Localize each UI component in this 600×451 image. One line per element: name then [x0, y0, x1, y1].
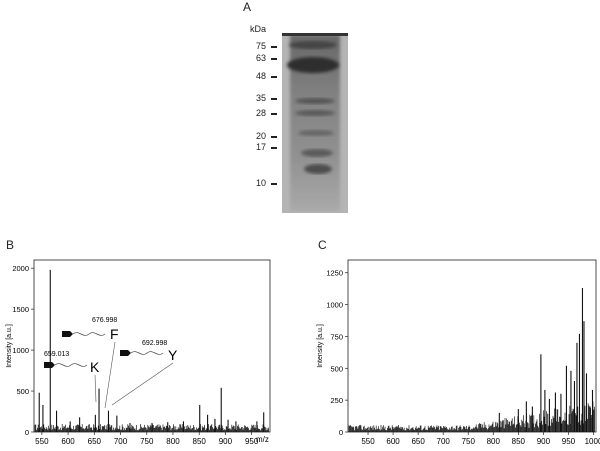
x-axis-label: m/z: [256, 435, 269, 444]
annotation-leader-line: [111, 362, 174, 406]
y-tick-label: 0: [25, 428, 29, 437]
gel-marker-tick: [271, 97, 277, 100]
gel-marker-tick: [271, 76, 277, 79]
residue-annotation: K: [90, 359, 100, 375]
panel-c-label: C: [318, 238, 327, 252]
plot-area-frame: [347, 259, 597, 433]
x-tick-label: 600: [386, 437, 400, 446]
y-tick-label: 1000: [326, 301, 343, 310]
mass-spectrum-c: Intensity [a.u.] 550 600 650 700 750 800 850 90…: [317, 259, 600, 446]
panel-b-label: B: [6, 238, 15, 252]
gel-marker-tick: [271, 183, 277, 185]
gel-marker-tick: [271, 135, 277, 138]
x-tick-label: 750: [140, 437, 154, 446]
y-tick-label: 750: [330, 332, 343, 341]
peak-mz-annotation: 676.998: [92, 317, 117, 324]
x-tick-label: 750: [462, 437, 476, 446]
peak-mz-annotation: 659.013: [44, 351, 69, 358]
y-tick-label: 1000: [12, 346, 29, 355]
gel-marker-label: 20: [255, 130, 266, 141]
gel-marker-tick: [271, 57, 277, 60]
modification-tail-icon: [130, 351, 164, 355]
x-tick-label: 950: [562, 437, 576, 446]
y-tick-label: 2000: [12, 264, 29, 273]
y-axis-label: Intensity [a.u.]: [317, 324, 324, 368]
x-tick-label: 600: [61, 437, 75, 446]
x-tick-label: 800: [166, 437, 180, 446]
y-tick-label: 500: [16, 387, 29, 396]
x-tick-label: 650: [88, 437, 102, 446]
gel-unit-label: kDa: [249, 24, 266, 34]
x-tick-label: 1000: [585, 437, 600, 446]
peak-mz-annotation: 692.998: [142, 340, 167, 347]
y-tick-label: 250: [330, 396, 343, 405]
x-tick-label: 550: [35, 437, 49, 446]
gel-marker-label: 48: [255, 71, 266, 82]
y-tick-label: 0: [339, 428, 343, 437]
residue-annotation: F: [110, 326, 119, 342]
x-tick-label: 900: [219, 437, 233, 446]
x-tick-label: 850: [512, 437, 526, 446]
modification-marker-icon: [62, 331, 73, 337]
y-tick-label: 1500: [12, 305, 29, 314]
gel-marker-tick: [271, 46, 277, 48]
gel-marker-label: 28: [255, 107, 266, 118]
spectrum-noise-trace: [348, 401, 595, 432]
y-axis-label: Intensity [a.u.]: [6, 324, 13, 368]
modification-tail-icon: [72, 332, 106, 336]
x-tick-label: 950: [245, 437, 259, 446]
modification-marker-icon: [120, 350, 131, 356]
mass-spectrum-b: Intensity [a.u.] m/z 550 600 650 700 750 800 8…: [6, 259, 271, 446]
gel-marker-label: 75: [255, 41, 266, 51]
x-tick-label: 900: [537, 437, 551, 446]
x-tick-label: 650: [411, 437, 425, 446]
annotation-leader-line: [94, 374, 97, 403]
gel-marker-tick: [271, 112, 277, 115]
x-tick-label: 700: [437, 437, 451, 446]
y-tick-label: 1250: [326, 269, 343, 278]
sds-page-gel-lane: [282, 33, 348, 213]
gel-marker-label: 17: [255, 141, 266, 152]
modification-tail-icon: [54, 363, 88, 367]
panel-a-label: A: [243, 0, 252, 14]
spectrum-noise-trace: [34, 424, 269, 432]
gel-marker-label: 63: [255, 52, 266, 63]
gel-marker-label: 10: [255, 178, 266, 188]
y-tick-label: 500: [330, 364, 343, 373]
gel-marker-label: 35: [255, 92, 266, 103]
x-tick-label: 800: [487, 437, 501, 446]
gel-marker-tick: [271, 146, 277, 149]
x-tick-label: 850: [193, 437, 207, 446]
x-tick-label: 550: [361, 437, 375, 446]
residue-annotation: Y: [168, 347, 178, 363]
annotation-leader-line: [104, 341, 116, 409]
modification-marker-icon: [44, 362, 55, 368]
x-tick-label: 700: [114, 437, 128, 446]
